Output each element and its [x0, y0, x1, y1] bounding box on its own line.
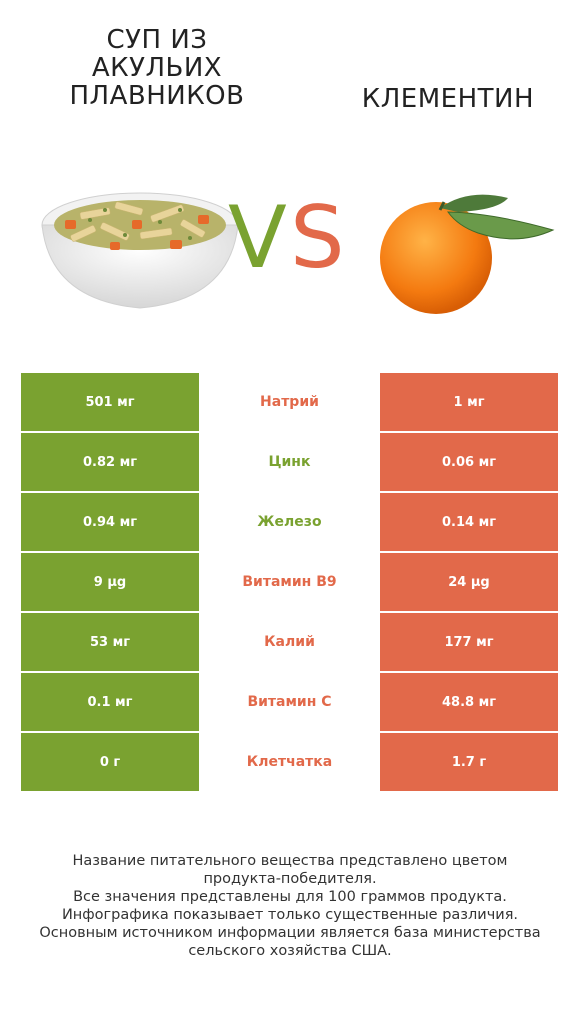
- left-value: 53 мг: [21, 613, 199, 671]
- nutrient-label: Клетчатка: [201, 733, 378, 791]
- left-value: 9 µg: [21, 553, 199, 611]
- clementine-icon: [378, 188, 558, 318]
- nutrient-label: Витамин B9: [201, 553, 378, 611]
- nutrient-label: Витамин C: [201, 673, 378, 731]
- vs-v-letter: V: [228, 188, 287, 288]
- nutrient-label: Калий: [201, 613, 378, 671]
- comparison-row: 0.1 мг Витамин C 48.8 мг: [21, 673, 558, 731]
- footer-line: Основным источником информации является …: [39, 925, 541, 941]
- right-product-title: КЛЕМЕНТИН: [361, 84, 534, 114]
- footer-line: продукта-победителя.: [203, 871, 377, 887]
- right-value: 0.06 мг: [380, 433, 558, 491]
- nutrient-label: Цинк: [201, 433, 378, 491]
- left-value: 0.1 мг: [21, 673, 199, 731]
- right-value: 48.8 мг: [380, 673, 558, 731]
- footer-line: Инфографика показывает только существенн…: [61, 907, 519, 923]
- right-value: 24 µg: [380, 553, 558, 611]
- left-value: 501 мг: [21, 373, 199, 431]
- comparison-row: 53 мг Калий 177 мг: [21, 613, 558, 671]
- right-value: 1.7 г: [380, 733, 558, 791]
- comparison-row: 0.82 мг Цинк 0.06 мг: [21, 433, 558, 491]
- left-product-title: СУП ИЗ АКУЛЬИХ ПЛАВНИКОВ: [69, 25, 245, 111]
- nutrient-label: Железо: [201, 493, 378, 551]
- footer-note: Название питательного вещества представл…: [20, 852, 560, 960]
- footer-line: сельского хозяйства США.: [188, 943, 392, 959]
- comparison-row: 501 мг Натрий 1 мг: [21, 373, 558, 431]
- comparison-row: 9 µg Витамин B9 24 µg: [21, 553, 558, 611]
- left-value: 0 г: [21, 733, 199, 791]
- soup-bowl-icon: [40, 180, 240, 315]
- vs-label: V S: [222, 188, 352, 288]
- right-value: 177 мг: [380, 613, 558, 671]
- footer-line: Название питательного вещества представл…: [72, 853, 508, 869]
- right-value: 1 мг: [380, 373, 558, 431]
- comparison-row: 0.94 мг Железо 0.14 мг: [21, 493, 558, 551]
- footer-line: Все значения представлены для 100 граммо…: [73, 889, 507, 905]
- nutrient-label: Натрий: [201, 373, 378, 431]
- comparison-row: 0 г Клетчатка 1.7 г: [21, 733, 558, 791]
- right-value: 0.14 мг: [380, 493, 558, 551]
- vs-s-letter: S: [290, 188, 345, 288]
- left-value: 0.82 мг: [21, 433, 199, 491]
- left-value: 0.94 мг: [21, 493, 199, 551]
